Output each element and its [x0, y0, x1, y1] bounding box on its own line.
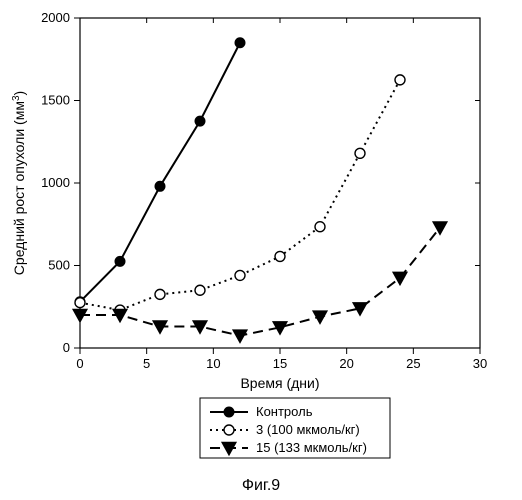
- x-tick-label: 20: [339, 356, 353, 371]
- series-control: [75, 38, 245, 307]
- marker-circle-icon: [155, 181, 165, 191]
- marker-circle-icon: [195, 116, 205, 126]
- tumor-growth-chart: 0 5 10 15 20 25 30 Время (дни) 0 500 1000 1500 2000 С…: [0, 0, 522, 500]
- marker-circle-icon: [224, 407, 234, 417]
- y-tick-label: 0: [63, 340, 70, 355]
- legend-label: Контроль: [256, 404, 313, 419]
- y-axis-title: Средний рост опухоли (мм3): [11, 91, 28, 275]
- marker-triangle-down-icon: [393, 272, 407, 285]
- x-tick-label: 10: [206, 356, 220, 371]
- marker-open-circle-icon: [395, 75, 405, 85]
- marker-circle-icon: [235, 38, 245, 48]
- y-tick-label: 1000: [41, 175, 70, 190]
- marker-open-circle-icon: [195, 285, 205, 295]
- x-tick-label: 30: [473, 356, 487, 371]
- x-axis-title: Время (дни): [240, 375, 319, 391]
- y-tick-label: 500: [48, 258, 70, 273]
- marker-triangle-down-icon: [313, 311, 327, 324]
- marker-circle-icon: [115, 256, 125, 266]
- x-tick-label: 5: [143, 356, 150, 371]
- series-dose3: [75, 75, 405, 315]
- marker-open-circle-icon: [75, 298, 85, 308]
- figure-caption: Фиг.9: [242, 477, 280, 494]
- y-tick-label: 2000: [41, 10, 70, 25]
- marker-open-circle-icon: [315, 222, 325, 232]
- marker-triangle-down-icon: [233, 330, 247, 343]
- x-tick-label: 15: [273, 356, 287, 371]
- legend-label: 3 (100 мкмоль/кг): [256, 422, 360, 437]
- y-tick-label: 1500: [41, 93, 70, 108]
- y-axis-title-group: Средний рост опухоли (мм3): [11, 91, 28, 275]
- x-tick-label: 25: [406, 356, 420, 371]
- marker-open-circle-icon: [235, 270, 245, 280]
- marker-open-circle-icon: [275, 251, 285, 261]
- marker-open-circle-icon: [224, 425, 234, 435]
- marker-open-circle-icon: [355, 148, 365, 158]
- plot-frame: [80, 18, 480, 348]
- series-dose15: [73, 222, 447, 343]
- marker-open-circle-icon: [155, 289, 165, 299]
- x-tick-label: 0: [76, 356, 83, 371]
- series-line: [80, 43, 240, 302]
- legend-label: 15 (133 мкмоль/кг): [256, 440, 367, 455]
- figure-container: 0 5 10 15 20 25 30 Время (дни) 0 500 1000 1500 2000 С…: [0, 0, 522, 500]
- series-line: [80, 228, 440, 336]
